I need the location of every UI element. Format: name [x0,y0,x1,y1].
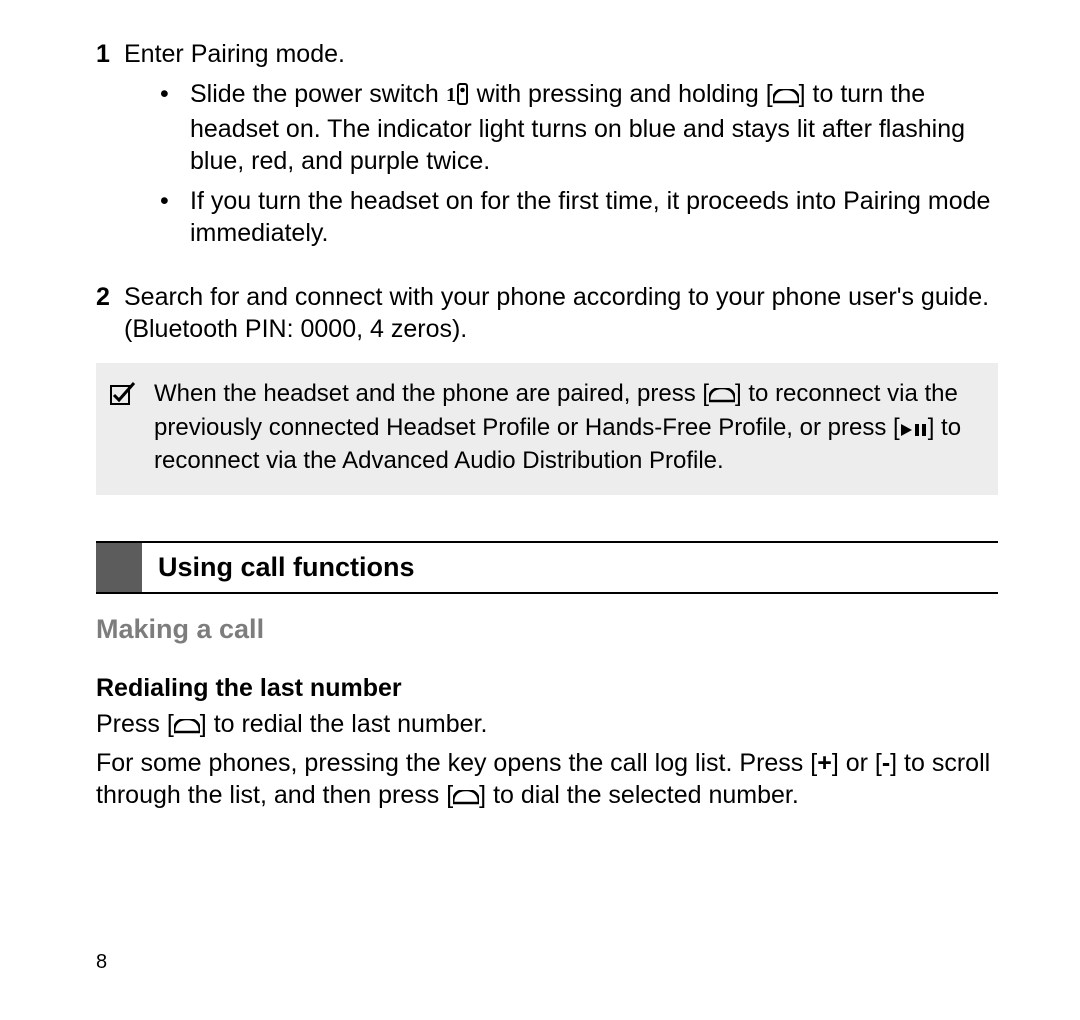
checkmark-icon [110,379,154,477]
bullet-2: If you turn the headset on for the first… [160,185,998,249]
p2-b: ] or [ [832,749,882,777]
step-2-number: 2 [96,281,124,345]
step-1-number: 1 [96,38,124,257]
power-switch-icon: 1 [446,81,470,113]
note-body: When the headset and the phone are paire… [154,379,984,477]
headset-button-icon [773,81,799,113]
p2-a: For some phones, pressing the key opens … [96,749,817,777]
step-1: 1 Enter Pairing mode. Slide the power sw… [96,38,998,257]
scroll-paragraph: For some phones, pressing the key opens … [96,747,998,814]
step-1-title: Enter Pairing mode. [124,40,345,68]
subsubheading-redial: Redialing the last number [96,672,998,704]
headset-button-icon [453,782,479,814]
step-2-body: Search for and connect with your phone a… [124,281,998,345]
note-text-a: When the headset and the phone are paire… [154,380,709,407]
p2-d: ] to dial the selected number. [479,781,799,809]
minus-key: - [882,749,890,777]
headset-button-icon [709,382,735,413]
section-header: Using call functions [96,541,998,594]
svg-text:1: 1 [446,84,456,105]
redial-a: Press [ [96,710,174,738]
redial-b: ] to redial the last number. [200,710,488,738]
plus-key: + [817,749,832,777]
subheading-making-call: Making a call [96,612,998,647]
play-pause-icon [900,416,928,447]
step-1-bullets: Slide the power switch 1 with pressing a… [124,78,998,249]
section-title: Using call functions [142,543,415,592]
step-2: 2 Search for and connect with your phone… [96,281,998,345]
bullet-1-post: with pressing and holding [ [470,80,773,108]
step-1-body: Enter Pairing mode. Slide the power swit… [124,38,998,257]
redial-paragraph: Press [ ] to redial the last number. [96,708,998,743]
bullet-1-pre: Slide the power switch [190,80,446,108]
page-number: 8 [96,950,107,976]
note-box: When the headset and the phone are paire… [96,363,998,495]
section-tab [96,543,142,592]
bullet-1: Slide the power switch 1 with pressing a… [160,78,998,177]
headset-button-icon [174,711,200,743]
